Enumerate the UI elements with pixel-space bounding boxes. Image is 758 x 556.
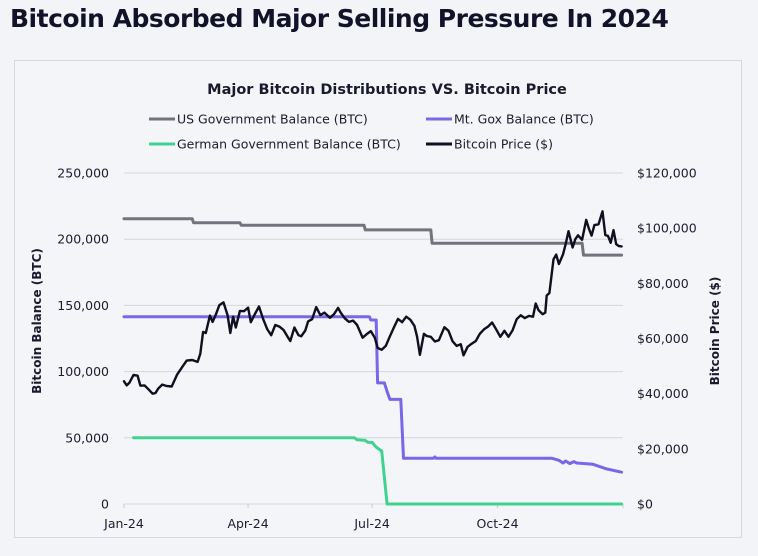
legend: US Government Balance (BTC) Mt. Gox Balan…	[149, 112, 594, 152]
left-tick-label: 200,000	[57, 232, 109, 247]
left-tick-label: 150,000	[57, 298, 109, 313]
legend-item: Mt. Gox Balance (BTC)	[426, 112, 594, 127]
right-tick-label: $80,000	[637, 276, 689, 291]
series-lines	[122, 210, 624, 506]
legend-label: US Government Balance (BTC)	[177, 112, 368, 127]
right-axis-ticks: $0 $20,000 $40,000 $60,000 $80,000 $100,000 $1…	[637, 166, 697, 512]
legend-label: Bitcoin Price ($)	[454, 137, 553, 152]
right-tick-label: $40,000	[637, 386, 689, 401]
legend-label: German Government Balance (BTC)	[177, 137, 401, 152]
legend-item: Bitcoin Price ($)	[426, 137, 553, 152]
series-german-government-balance-btc	[132, 436, 624, 506]
right-tick-label: $100,000	[637, 221, 697, 236]
right-axis-title: Bitcoin Price ($)	[708, 277, 722, 386]
series-us-government-balance-btc	[122, 217, 624, 257]
right-tick-label: $60,000	[637, 331, 689, 346]
series-mt-gox-balance-btc	[122, 315, 624, 474]
legend-item: German Government Balance (BTC)	[149, 137, 401, 152]
right-tick-label: $20,000	[637, 441, 689, 456]
legend-item: US Government Balance (BTC)	[149, 112, 368, 127]
chart-title: Major Bitcoin Distributions VS. Bitcoin …	[207, 82, 567, 98]
right-tick-label: $120,000	[637, 166, 697, 181]
right-tick-label: $0	[637, 497, 653, 512]
left-tick-label: 0	[101, 497, 109, 512]
x-tick-label: Jan-24	[103, 516, 144, 531]
chart-svg: Major Bitcoin Distributions VS. Bitcoin …	[30, 82, 722, 531]
x-tick-label: Oct-24	[477, 516, 519, 531]
page-title: Bitcoin Absorbed Major Selling Pressure …	[10, 4, 669, 33]
x-tick-label: Apr-24	[227, 516, 268, 531]
x-tick-label: Jul-24	[353, 516, 390, 531]
series-bitcoin-price	[122, 210, 623, 395]
left-tick-label: 250,000	[57, 166, 109, 181]
left-axis-title: Bitcoin Balance (BTC)	[30, 248, 44, 394]
left-tick-label: 100,000	[57, 364, 109, 379]
left-axis-ticks: 0 50,000 100,000 150,000 200,000 250,000	[57, 166, 109, 512]
left-tick-label: 50,000	[65, 430, 109, 445]
x-axis-ticks: Jan-24 Apr-24 Jul-24 Oct-24	[103, 504, 624, 531]
legend-label: Mt. Gox Balance (BTC)	[454, 112, 594, 127]
chart-card: Major Bitcoin Distributions VS. Bitcoin …	[14, 60, 742, 538]
